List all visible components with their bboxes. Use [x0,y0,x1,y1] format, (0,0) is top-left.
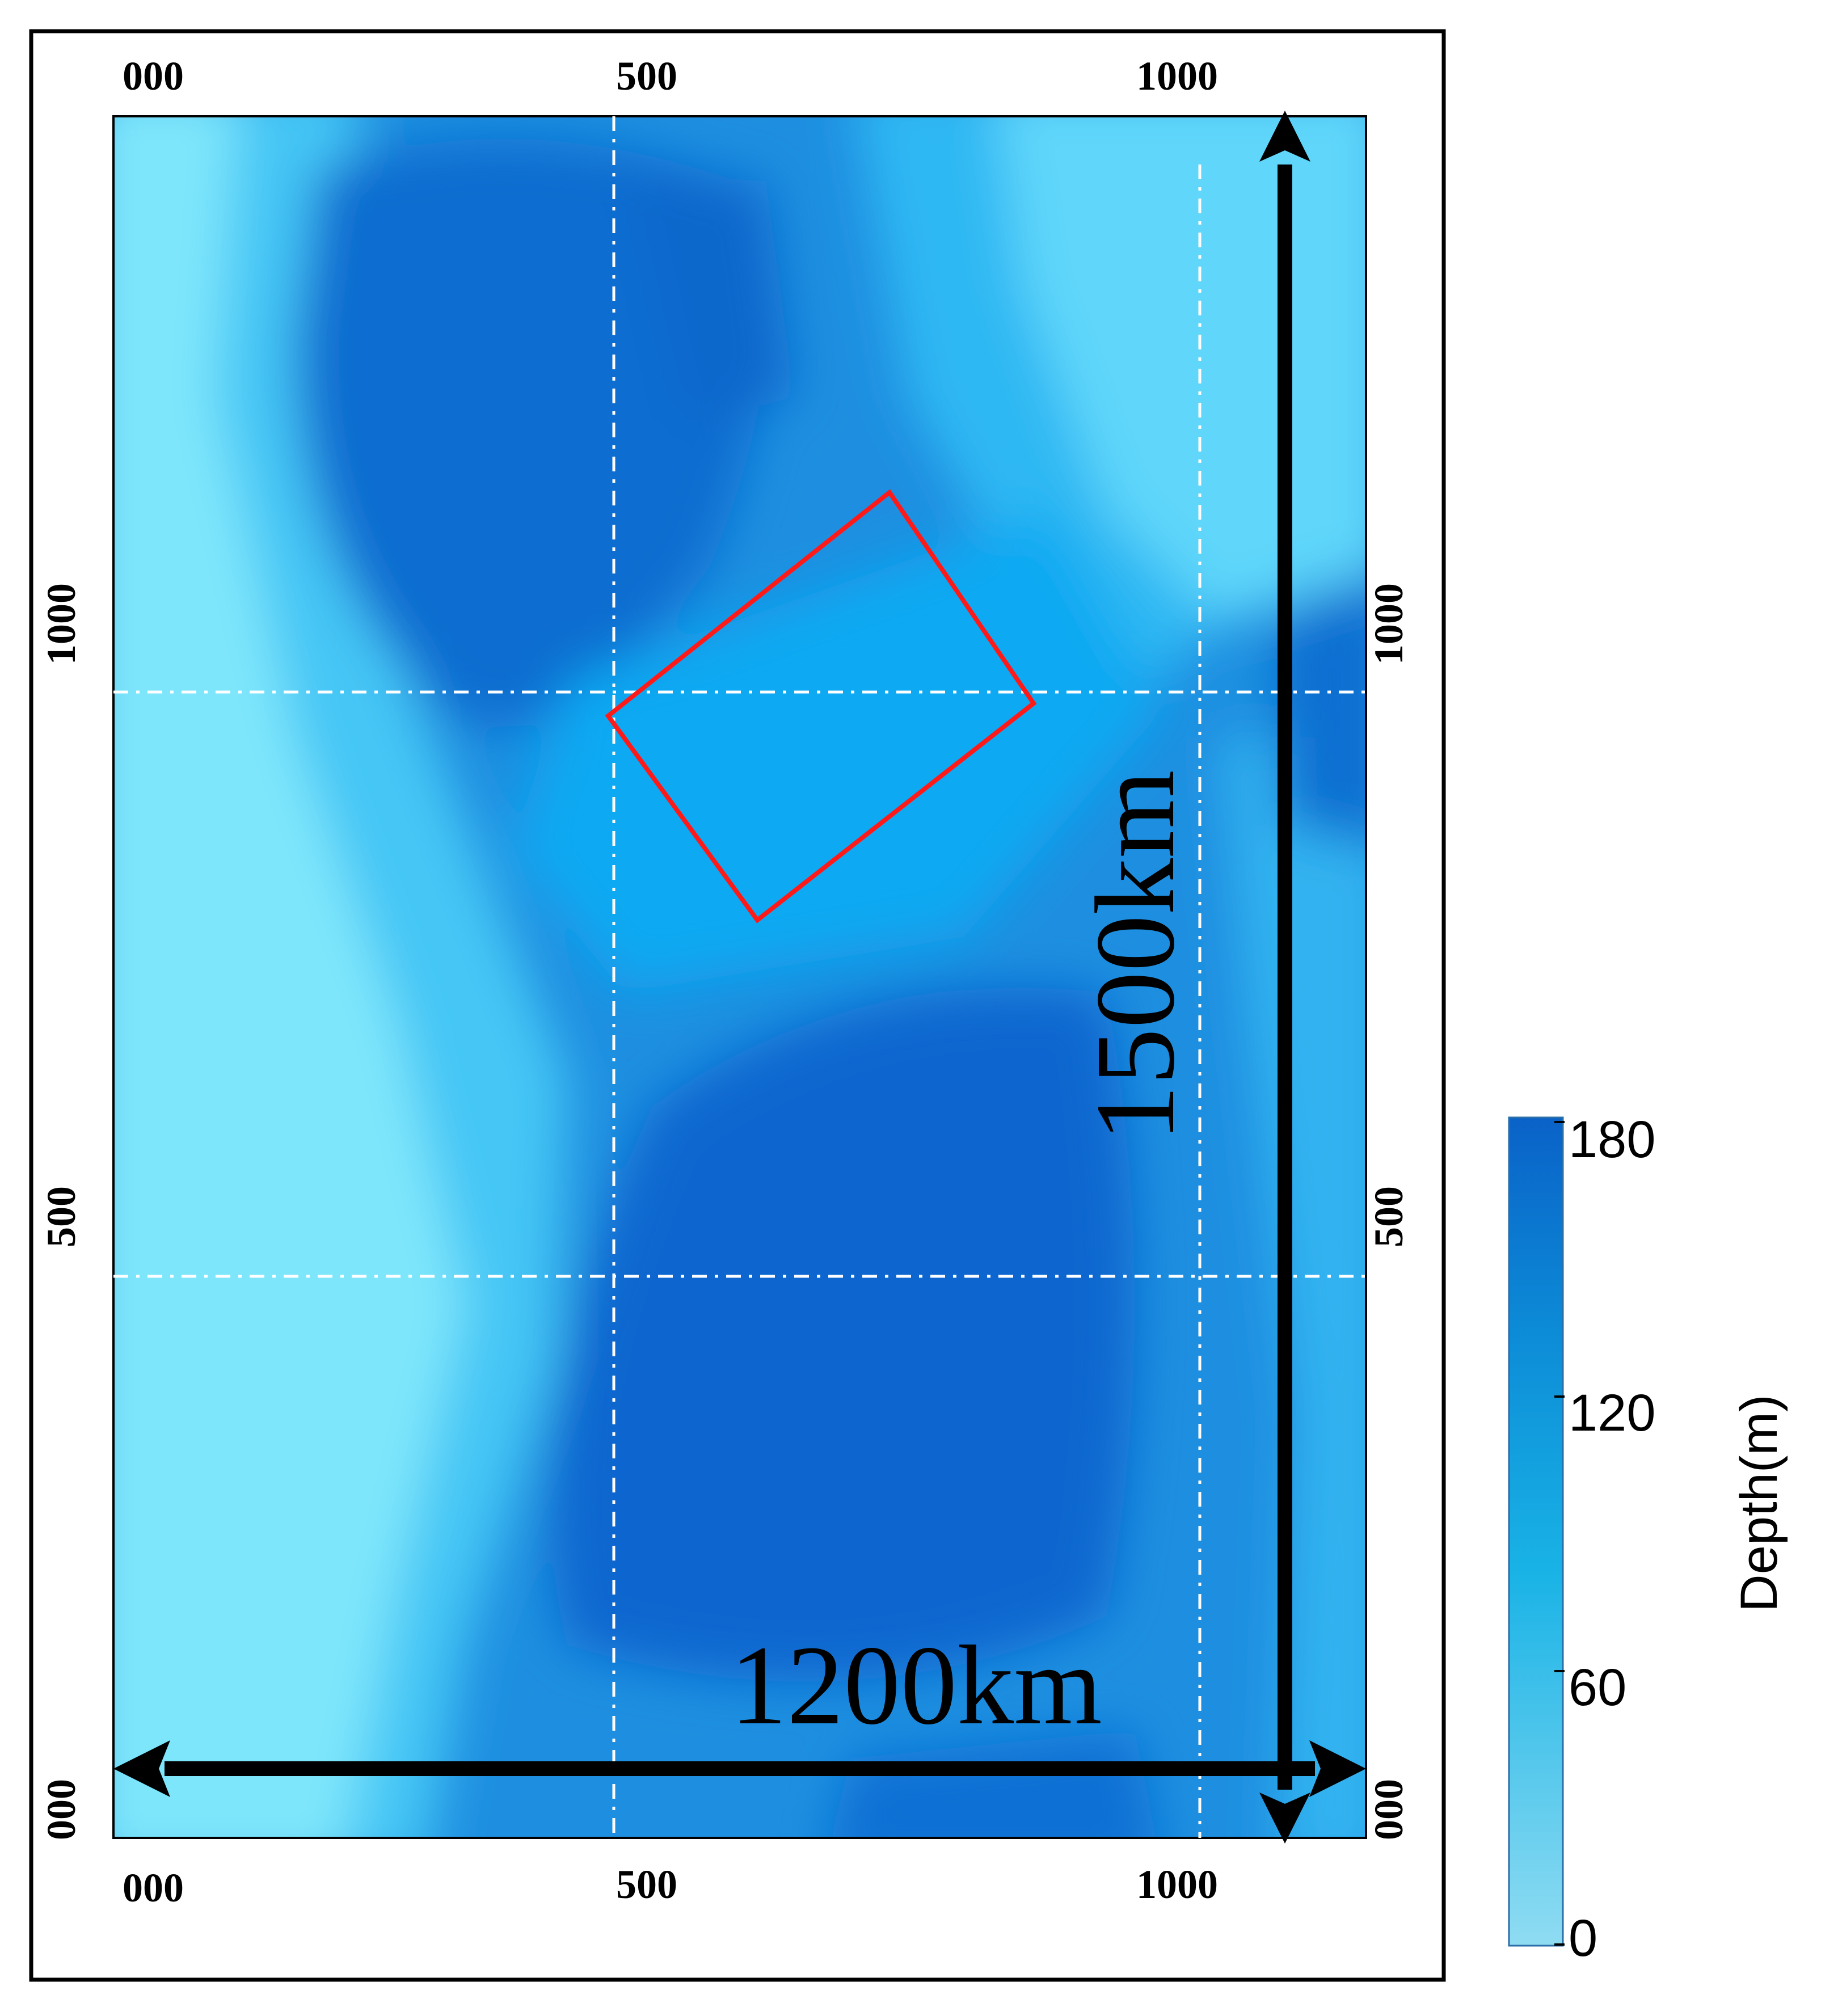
map-plot-area [112,115,1367,1839]
bottom-tick-label: 000 [123,1865,184,1910]
colorbar-tick-label: 180 [1569,1111,1656,1169]
right-tick-label: 000 [1366,1779,1411,1840]
right-tick-label: 500 [1366,1186,1411,1247]
colorbar-tick-label: 120 [1569,1384,1656,1442]
bottom-tick-label: 500 [616,1862,677,1907]
gridlines [113,116,1366,1838]
top-tick-label: 1000 [1136,53,1218,99]
left-tick-label: 000 [39,1779,84,1840]
vertical-scale-arrow [1259,111,1310,1844]
colorbar-title: Depth(m) [1730,1394,1788,1612]
vertical-scale-label: 1500km [1073,770,1198,1142]
left-tick-label: 500 [39,1186,84,1247]
top-tick-label: 500 [616,53,677,99]
study-area-outline [605,489,1037,923]
bottom-tick-label: 1000 [1136,1862,1218,1907]
colorbar-tick-label: 60 [1569,1659,1626,1716]
horizontal-scale-label: 1200km [730,1623,1102,1748]
colorbar-gradient [1508,1116,1564,1947]
horizontal-scale-arrow [113,1740,1366,1797]
figure-frame [29,29,1446,1982]
depth-colorbar: 180 120 60 0 Depth(m) [1508,1111,1788,1967]
right-tick-label: 1000 [1366,583,1411,665]
depth-field [113,116,1366,1838]
colorbar-tick-label: 0 [1569,1909,1597,1967]
top-tick-label: 000 [123,53,184,99]
left-tick-label: 1000 [39,583,84,665]
